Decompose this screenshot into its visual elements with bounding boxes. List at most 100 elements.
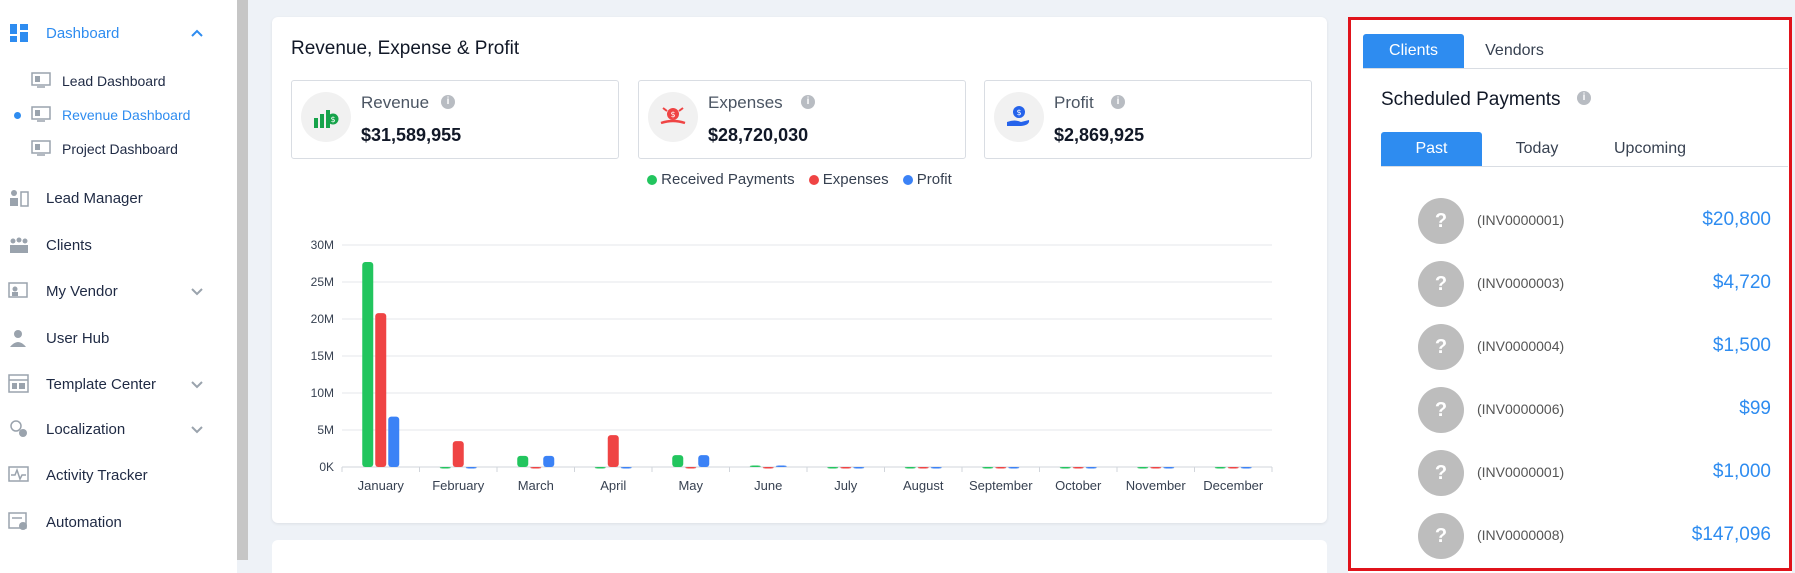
invoice-number: (INV0000004): [1477, 338, 1565, 354]
expenses-stat: $ Expenses i $28,720,030: [638, 80, 966, 159]
sidebar-item-automation[interactable]: Automation: [0, 508, 237, 536]
legend-item-profit[interactable]: Profit: [902, 171, 952, 188]
x-tick-label: June: [754, 478, 782, 493]
payment-row[interactable]: ? (INV0000008) $147,096: [1348, 513, 1792, 559]
bar: [388, 416, 400, 467]
invoice-number: (INV0000006): [1477, 401, 1565, 417]
legend-swatch: [647, 174, 658, 185]
sidebar-item-dashboard[interactable]: Dashboard: [0, 19, 237, 47]
invoice-number: (INV0000008): [1477, 527, 1565, 543]
x-tick-label: August: [903, 478, 944, 493]
activity-icon: [8, 466, 29, 482]
chevron-down-icon[interactable]: [188, 375, 206, 393]
payment-amount: $147,096: [1691, 524, 1771, 545]
sidebar-item-clients[interactable]: Clients: [0, 231, 237, 259]
legend-label: Received Payments: [661, 171, 795, 188]
info-icon[interactable]: i: [801, 95, 815, 109]
bar: [698, 455, 710, 467]
avatar: ?: [1418, 324, 1464, 370]
x-tick-label: January: [358, 478, 405, 493]
legend-label: Profit: [916, 171, 952, 188]
payment-amount: $1,500: [1712, 335, 1771, 356]
info-icon[interactable]: i: [1577, 91, 1591, 105]
bar: [620, 467, 632, 469]
x-tick-label: September: [969, 478, 1033, 493]
chevron-down-icon[interactable]: [188, 420, 206, 438]
sidebar-item-label: My Vendor: [46, 282, 118, 300]
template-icon: [8, 374, 29, 393]
sidebar-item-localization[interactable]: Localization: [0, 415, 237, 443]
project-dashboard-icon: [31, 140, 51, 156]
sidebar-item-lead-manager[interactable]: Lead Manager: [0, 184, 237, 212]
bar-chart: 0K 5M 10M 15M 20M 25M 30M January February March A…: [311, 238, 1273, 493]
svg-text:$: $: [670, 110, 675, 119]
tab-today[interactable]: Today: [1515, 140, 1559, 157]
payment-row[interactable]: ? (INV0000004) $1,500: [1348, 324, 1792, 370]
period-tabs: Past Today Upcoming: [1381, 132, 1708, 166]
info-icon[interactable]: i: [1111, 95, 1125, 109]
sidebar-item-user-hub[interactable]: User Hub: [0, 324, 237, 352]
bar: [465, 467, 477, 469]
lead-dashboard-icon: [31, 72, 51, 88]
bar: [917, 467, 929, 469]
sidebar-scrollbar[interactable]: [237, 0, 248, 560]
bar: [749, 465, 761, 468]
sidebar-subitem-project-dashboard[interactable]: Project Dashboard: [0, 137, 237, 161]
bar: [1214, 467, 1226, 469]
chevron-down-icon[interactable]: [188, 282, 206, 300]
sidebar-item-activity-tracker[interactable]: Activity Tracker: [0, 461, 237, 489]
payment-amount: $99: [1739, 398, 1771, 419]
profit-stat: $ Profit i $2,869,925: [984, 80, 1312, 159]
sidebar-item-label: Automation: [46, 513, 122, 531]
y-tick-label: 15M: [311, 349, 334, 363]
payment-row[interactable]: ? (INV0000003) $4,720: [1348, 261, 1792, 307]
lead-manager-icon: [10, 190, 29, 207]
stat-value: $28,720,030: [708, 125, 809, 145]
y-tick-label: 30M: [311, 238, 334, 252]
bar: [982, 467, 994, 469]
sidebar-item-template-center[interactable]: Template Center: [0, 370, 237, 398]
bar: [1059, 467, 1071, 469]
sidebar-subitem-lead-dashboard[interactable]: Lead Dashboard: [0, 69, 237, 93]
sidebar: Dashboard Lead Dashboard Revenue Dashboa…: [0, 0, 237, 573]
x-tick-label: December: [1203, 478, 1264, 493]
x-tick-label: July: [834, 478, 858, 493]
stat-name: Revenue: [361, 93, 430, 112]
tab-vendors[interactable]: Vendors: [1485, 42, 1544, 59]
bar: [853, 467, 865, 469]
bar: [439, 467, 451, 469]
card-title: Revenue, Expense & Profit: [291, 38, 520, 59]
bar: [452, 441, 464, 467]
avatar: ?: [1418, 261, 1464, 307]
sidebar-subitem-label: Revenue Dashboard: [62, 107, 191, 123]
legend-item-expenses[interactable]: Expenses: [808, 171, 889, 188]
payment-row[interactable]: ? (INV0000001) $20,800: [1348, 198, 1792, 244]
tab-past[interactable]: Past: [1381, 132, 1482, 166]
bar: [1240, 467, 1252, 469]
avatar: ?: [1418, 198, 1464, 244]
tab-clients[interactable]: Clients: [1363, 34, 1464, 68]
tab-upcoming[interactable]: Upcoming: [1613, 140, 1687, 157]
info-icon[interactable]: i: [441, 95, 455, 109]
sidebar-subitem-revenue-dashboard[interactable]: Revenue Dashboard: [0, 103, 237, 127]
bar: [672, 455, 684, 467]
bar: [995, 467, 1007, 469]
divider: [1381, 166, 1788, 167]
bar: [930, 467, 942, 469]
sidebar-item-my-vendor[interactable]: My Vendor: [0, 277, 237, 305]
chart-legend: Received Payments Expenses Profit: [272, 171, 1327, 189]
chevron-up-icon[interactable]: [188, 24, 206, 42]
bar: [607, 435, 619, 467]
revenue-card: Revenue, Expense & Profit $ Revenue i $3…: [272, 17, 1327, 523]
clients-icon: [10, 237, 28, 253]
divider: [1363, 68, 1788, 69]
legend-item-received[interactable]: Received Payments: [647, 171, 795, 188]
bar: [685, 467, 697, 469]
payment-row[interactable]: ? (INV0000001) $1,000: [1348, 450, 1792, 496]
bar: [543, 455, 555, 467]
payment-row[interactable]: ? (INV0000006) $99: [1348, 387, 1792, 433]
legend-label: Expenses: [822, 171, 889, 188]
bar: [517, 455, 529, 467]
sidebar-item-label: User Hub: [46, 329, 110, 347]
invoice-number: (INV0000001): [1477, 464, 1565, 480]
